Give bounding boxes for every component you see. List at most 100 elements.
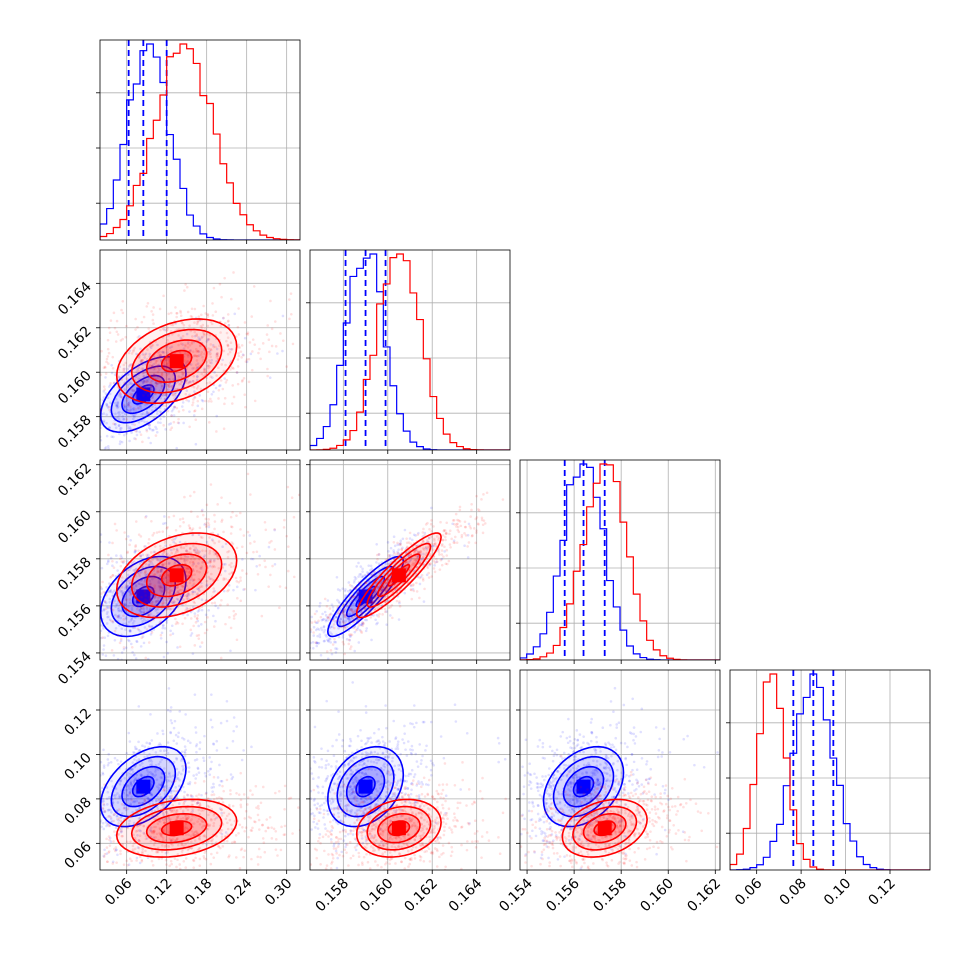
scatter-point (478, 509, 481, 512)
scatter-point (217, 540, 221, 543)
scatter-point (148, 427, 152, 431)
scatter-point (133, 590, 136, 594)
scatter-point (113, 599, 116, 603)
scatter-point (130, 784, 133, 788)
scatter-point (176, 735, 180, 739)
scatter-point (392, 550, 396, 554)
scatter-point (410, 563, 414, 567)
scatter-point (327, 640, 330, 643)
scatter-point (113, 638, 117, 642)
scatter-point (196, 610, 200, 613)
scatter-point (123, 602, 126, 605)
scatter-point (166, 574, 169, 577)
scatter-point (127, 863, 131, 867)
scatter-point (70, 603, 73, 606)
scatter-point (175, 311, 179, 315)
scatter-point (165, 749, 169, 752)
scatter-point (169, 404, 173, 408)
scatter-point (171, 386, 174, 390)
scatter-point (129, 578, 133, 582)
scatter-point (183, 495, 186, 499)
scatter-point (160, 570, 163, 574)
y-tick-label: 0.158 (55, 554, 95, 594)
scatter-point (283, 638, 286, 641)
scatter-point (467, 522, 471, 526)
scatter-point (278, 585, 282, 588)
scatter-point (149, 551, 153, 554)
scatter-point (370, 598, 373, 601)
scatter-point (413, 550, 417, 554)
scatter-point (105, 593, 108, 597)
scatter-point (145, 674, 148, 677)
scatter-point (441, 534, 445, 537)
scatter-point (153, 573, 156, 576)
scatter-point (427, 562, 431, 566)
scatter-point (142, 379, 146, 383)
scatter-point (162, 546, 165, 550)
scatter-point (236, 382, 240, 386)
scatter-point (441, 543, 444, 546)
panel-frame (519, 459, 721, 661)
scatter-point (34, 408, 37, 411)
scatter-point (171, 393, 174, 397)
scatter-point (338, 589, 342, 592)
scatter-point (352, 581, 356, 584)
scatter-point (320, 626, 323, 630)
scatter-point (180, 370, 184, 374)
scatter-point (141, 381, 145, 384)
scatter-point (192, 600, 196, 604)
scatter-point (357, 561, 360, 565)
scatter-point (139, 554, 142, 557)
scatter-point (213, 527, 216, 531)
scatter-point (371, 574, 374, 578)
scatter-point (121, 396, 124, 399)
scatter-point (170, 607, 173, 610)
scatter-point (358, 628, 362, 632)
scatter-point (129, 381, 133, 384)
scatter-point (143, 370, 147, 373)
scatter-point (134, 662, 137, 665)
scatter-point (132, 582, 136, 585)
scatter-point (111, 591, 114, 594)
scatter-point (341, 620, 345, 624)
y-tick-label: 0.164 (55, 279, 95, 319)
scatter-point (310, 628, 313, 631)
scatter-point (324, 618, 328, 621)
scatter-point (141, 616, 144, 620)
scatter-point (135, 856, 139, 860)
scatter-point (219, 573, 223, 577)
scatter-point (239, 528, 242, 531)
scatter-point (236, 365, 240, 368)
scatter-point (416, 555, 420, 559)
scatter-point (229, 348, 233, 351)
scatter-point (338, 621, 342, 624)
scatter-point (150, 600, 154, 604)
scatter-point (468, 524, 472, 528)
scatter-point (431, 544, 435, 548)
scatter-point (149, 792, 153, 796)
scatter-point (266, 367, 269, 371)
scatter-point (196, 319, 200, 323)
scatter-point (123, 404, 126, 408)
scatter-point (205, 503, 209, 507)
scatter-point (124, 598, 128, 601)
scatter-point (326, 616, 330, 619)
scatter-point (314, 641, 318, 644)
scatter-point (138, 430, 142, 434)
scatter-point (169, 775, 172, 778)
scatter-point (164, 601, 168, 605)
scatter-point (134, 583, 138, 587)
scatter-point (32, 765, 35, 768)
scatter-point (114, 397, 118, 401)
scatter-point (130, 561, 134, 565)
scatter-point (172, 378, 175, 381)
scatter-point (131, 621, 135, 625)
scatter-point (154, 600, 157, 603)
scatter-point (372, 602, 376, 605)
scatter-point (172, 420, 176, 424)
scatter-point (201, 549, 204, 552)
scatter-point (204, 399, 207, 403)
scatter-point (105, 421, 108, 425)
scatter-point (375, 542, 379, 546)
scatter-point (329, 625, 333, 629)
